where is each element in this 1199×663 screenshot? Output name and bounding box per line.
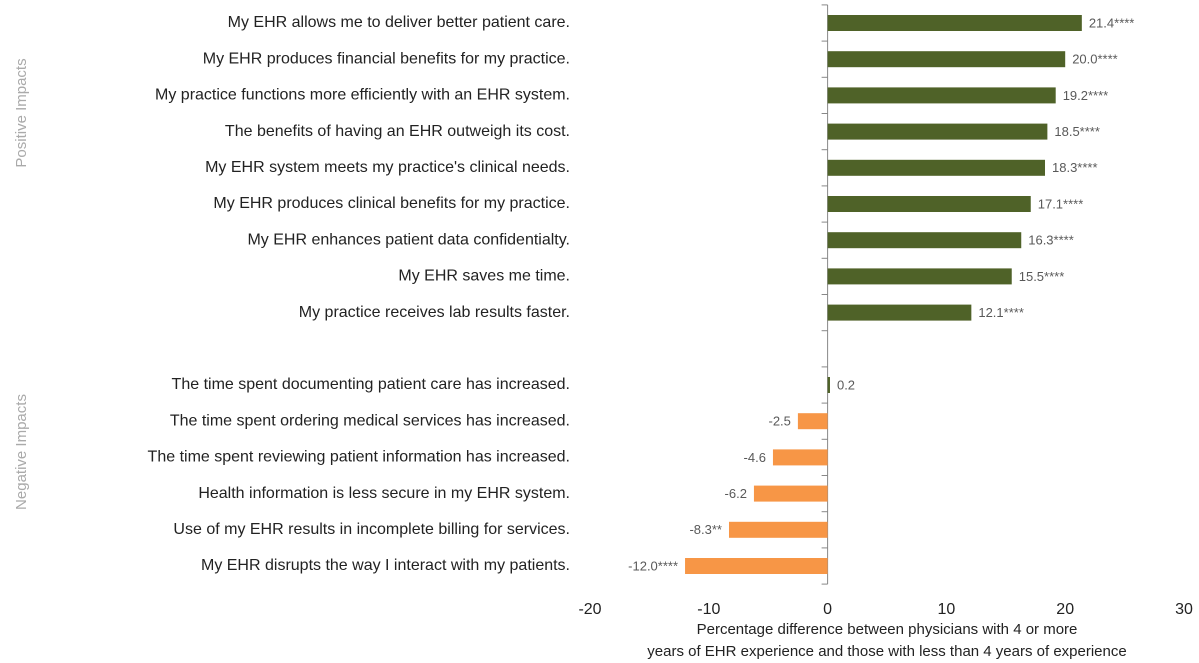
category-label: The time spent documenting patient care … bbox=[172, 376, 570, 393]
bar bbox=[772, 449, 828, 466]
category-label: My practice functions more efficiently w… bbox=[155, 87, 570, 104]
bar bbox=[827, 15, 1082, 31]
bar bbox=[728, 521, 828, 538]
x-tick-label: 10 bbox=[938, 601, 956, 618]
x-tick-label: 30 bbox=[1175, 601, 1193, 618]
category-label: My EHR system meets my practice's clinic… bbox=[205, 159, 570, 176]
value-label: 16.3**** bbox=[1028, 233, 1074, 248]
bar bbox=[827, 377, 830, 393]
category-label: My EHR disrupts the way I interact with … bbox=[201, 557, 570, 574]
category-label: Health information is less secure in my … bbox=[198, 485, 570, 502]
value-label: 21.4**** bbox=[1089, 15, 1135, 30]
value-label: 19.2**** bbox=[1063, 88, 1109, 103]
category-label: My EHR enhances patient data confidentia… bbox=[247, 231, 570, 248]
bar bbox=[827, 196, 1031, 212]
category-label: The time spent reviewing patient informa… bbox=[148, 449, 570, 466]
value-label: 18.3**** bbox=[1052, 160, 1098, 175]
x-axis-label: years of EHR experience and those with l… bbox=[647, 643, 1126, 660]
category-label: My practice receives lab results faster. bbox=[299, 304, 570, 321]
category-label: The time spent ordering medical services… bbox=[170, 412, 570, 429]
bar bbox=[797, 413, 828, 430]
value-label: -6.2 bbox=[725, 486, 747, 501]
value-label: 0.2 bbox=[837, 377, 855, 392]
x-tick-label: 20 bbox=[1056, 601, 1074, 618]
group-label: Negative Impacts bbox=[13, 394, 30, 510]
value-label: -2.5 bbox=[768, 414, 790, 429]
value-label: -4.6 bbox=[744, 450, 766, 465]
group-label: Positive Impacts bbox=[13, 58, 30, 167]
category-label: Use of my EHR results in incomplete bill… bbox=[173, 521, 570, 538]
bar bbox=[685, 558, 828, 574]
value-label: 15.5**** bbox=[1019, 269, 1065, 284]
value-label: 17.1**** bbox=[1038, 196, 1084, 211]
category-label: The benefits of having an EHR outweigh i… bbox=[225, 123, 570, 140]
x-tick-label: -20 bbox=[578, 601, 601, 618]
bar bbox=[827, 51, 1066, 68]
bar bbox=[827, 87, 1056, 104]
bar bbox=[827, 304, 972, 321]
x-axis-label: Percentage difference between physicians… bbox=[697, 621, 1078, 638]
bar bbox=[753, 485, 828, 502]
bar bbox=[827, 232, 1022, 249]
category-label: My EHR saves me time. bbox=[398, 268, 570, 285]
category-label: My EHR produces clinical benefits for my… bbox=[213, 195, 570, 212]
bar bbox=[827, 268, 1012, 285]
value-label: 18.5**** bbox=[1054, 124, 1100, 139]
value-label: -12.0**** bbox=[628, 558, 678, 573]
x-tick-label: -10 bbox=[697, 601, 720, 618]
category-label: My EHR allows me to deliver better patie… bbox=[228, 14, 570, 31]
x-tick-label: 0 bbox=[823, 601, 832, 618]
bar bbox=[827, 123, 1048, 140]
bar bbox=[827, 159, 1046, 176]
value-label: 20.0**** bbox=[1072, 52, 1118, 67]
value-label: 12.1**** bbox=[978, 305, 1024, 320]
category-label: My EHR produces financial benefits for m… bbox=[203, 50, 570, 67]
value-label: -8.3** bbox=[689, 522, 722, 537]
